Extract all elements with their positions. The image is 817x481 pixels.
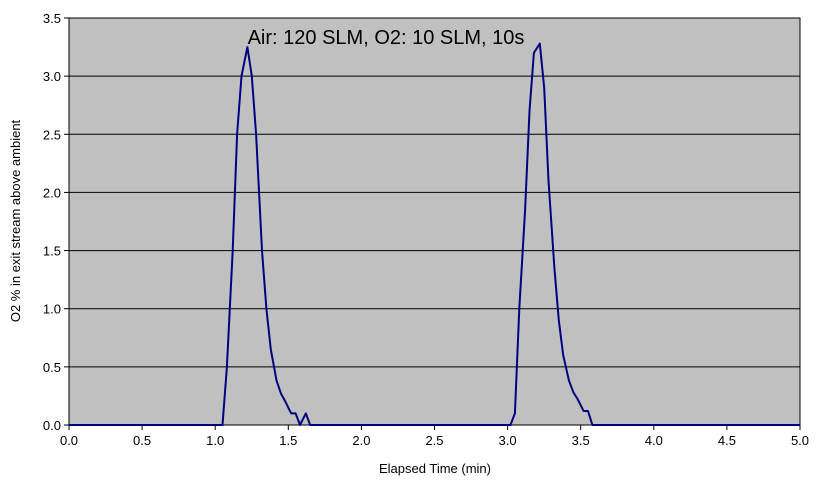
y-tick-label: 1.5 [43,244,61,259]
x-axis-label: Elapsed Time (min) [379,461,491,476]
x-tick-label: 2.5 [425,433,443,448]
y-axis: 0.0 0.5 1.0 1.5 2.0 2.5 3.0 3.5 [43,11,69,433]
y-tick-label: 3.5 [43,11,61,26]
chart-title: Air: 120 SLM, O2: 10 SLM, 10s [248,27,525,49]
y-tick-label: 2.0 [43,185,61,200]
plot-area [68,17,801,426]
y-tick-label: 0.5 [43,360,61,375]
x-tick-label: 4.5 [718,433,736,448]
x-tick-label: 5.0 [791,433,809,448]
y-axis-label: O2 % in exit stream above ambient [8,119,23,322]
x-tick-label: 4.0 [645,433,663,448]
series-line [69,42,800,426]
gridlines [69,75,800,368]
x-tick-label: 3.0 [499,433,517,448]
y-tick-label: 0.0 [43,418,61,433]
x-axis: 0.0 0.5 1.0 1.5 2.0 2.5 3.0 3.5 4.0 4.5 5.0 [60,425,809,448]
x-tick-label: 1.0 [206,433,224,448]
x-tick-label: 1.5 [279,433,297,448]
y-tick-label: 2.5 [43,127,61,142]
y-tick-label: 3.0 [43,69,61,84]
y-tick-label: 1.0 [43,302,61,317]
x-tick-label: 0.0 [60,433,78,448]
x-tick-label: 2.0 [352,433,370,448]
x-tick-label: 3.5 [572,433,590,448]
x-tick-label: 0.5 [133,433,151,448]
